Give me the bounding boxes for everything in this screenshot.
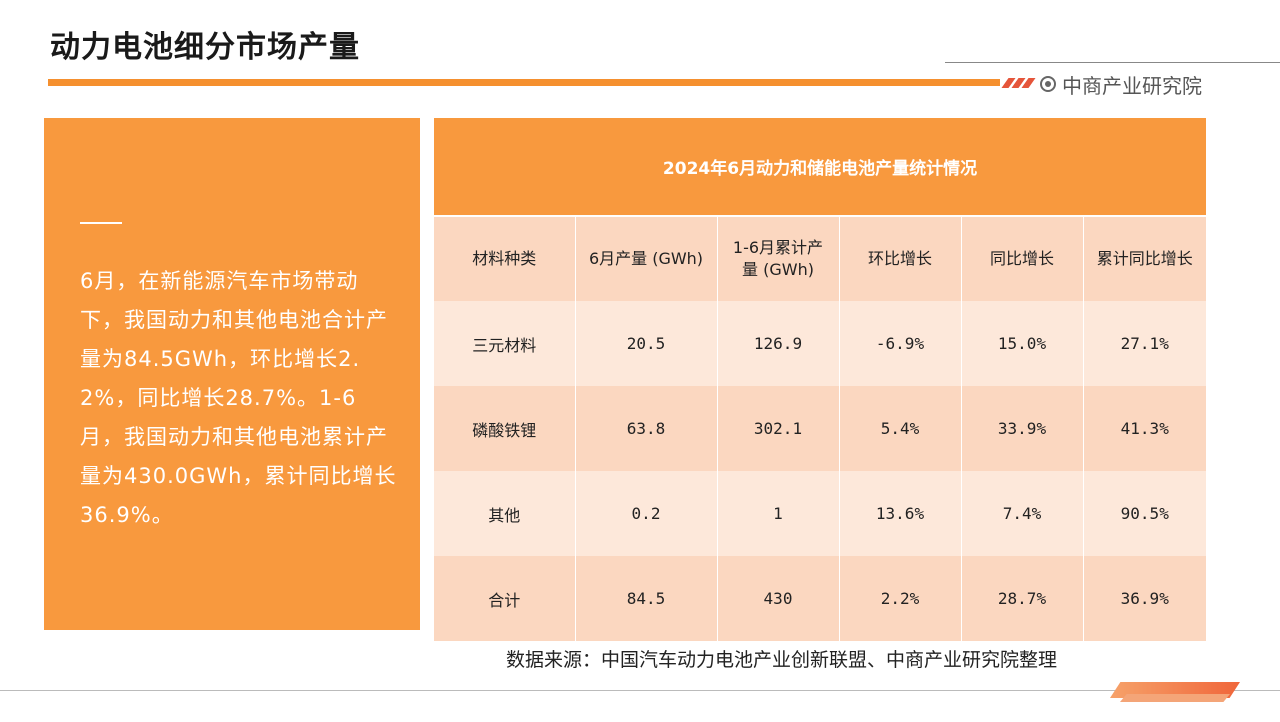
header-stripes: [1001, 78, 1036, 88]
summary-text: 6月，在新能源汽车市场带动下，我国动力和其他电池合计产量为84.5GWh，环比增…: [80, 269, 397, 527]
table-cell: 302.1: [717, 386, 840, 471]
table-cell: 20.5: [575, 301, 718, 386]
table-cell: 5.4%: [839, 386, 962, 471]
page-title: 动力电池细分市场产量: [50, 30, 360, 65]
table-cell: 15.0%: [961, 301, 1084, 386]
table-cell: 36.9%: [1083, 556, 1206, 641]
title-underline: [48, 79, 1000, 86]
header-divider: [945, 62, 1280, 63]
table-cell: 其他: [434, 471, 576, 556]
footer-accent-secondary: [1120, 694, 1230, 702]
table-row: 磷酸铁锂 63.8 302.1 5.4% 33.9% 41.3%: [434, 386, 1206, 471]
table-cell: 63.8: [575, 386, 718, 471]
brand: 中商产业研究院: [1040, 71, 1202, 98]
stats-table: 材料种类 6月产量 (GWh) 1-6月累计产量 (GWh) 环比增长 同比增长…: [434, 217, 1206, 641]
table-row: 合计 84.5 430 2.2% 28.7% 36.9%: [434, 556, 1206, 641]
column-header: 同比增长: [961, 217, 1084, 301]
table-cell: 1: [717, 471, 840, 556]
table-cell: 合计: [434, 556, 576, 641]
table-cell: 33.9%: [961, 386, 1084, 471]
table-cell: 7.4%: [961, 471, 1084, 556]
table-cell: 41.3%: [1083, 386, 1206, 471]
footer-divider: [0, 690, 1280, 691]
column-header: 环比增长: [839, 217, 962, 301]
brand-logo-icon: [1040, 76, 1056, 92]
table-cell: 2.2%: [839, 556, 962, 641]
table-cell: 0.2: [575, 471, 718, 556]
column-header: 1-6月累计产量 (GWh): [717, 217, 840, 301]
table-cell: 28.7%: [961, 556, 1084, 641]
table-title: 2024年6月动力和储能电池产量统计情况: [434, 118, 1206, 217]
data-source-note: 数据来源：中国汽车动力电池产业创新联盟、中商产业研究院整理: [506, 649, 1058, 671]
table-cell: 126.9: [717, 301, 840, 386]
stats-table-container: 2024年6月动力和储能电池产量统计情况 材料种类 6月产量 (GWh) 1-6…: [434, 118, 1206, 641]
table-cell: 磷酸铁锂: [434, 386, 576, 471]
table-header-row: 材料种类 6月产量 (GWh) 1-6月累计产量 (GWh) 环比增长 同比增长…: [434, 217, 1206, 301]
column-header: 6月产量 (GWh): [575, 217, 718, 301]
table-row: 三元材料 20.5 126.9 -6.9% 15.0% 27.1%: [434, 301, 1206, 386]
column-header: 材料种类: [434, 217, 576, 301]
table-cell: 90.5%: [1083, 471, 1206, 556]
summary-divider: [80, 222, 122, 224]
table-cell: 430: [717, 556, 840, 641]
table-cell: 13.6%: [839, 471, 962, 556]
table-cell: 27.1%: [1083, 301, 1206, 386]
table-row: 其他 0.2 1 13.6% 7.4% 90.5%: [434, 471, 1206, 556]
column-header: 累计同比增长: [1083, 217, 1206, 301]
summary-panel: 6月，在新能源汽车市场带动下，我国动力和其他电池合计产量为84.5GWh，环比增…: [44, 118, 420, 630]
table-cell: -6.9%: [839, 301, 962, 386]
table-cell: 84.5: [575, 556, 718, 641]
brand-name: 中商产业研究院: [1062, 73, 1202, 98]
table-cell: 三元材料: [434, 301, 576, 386]
